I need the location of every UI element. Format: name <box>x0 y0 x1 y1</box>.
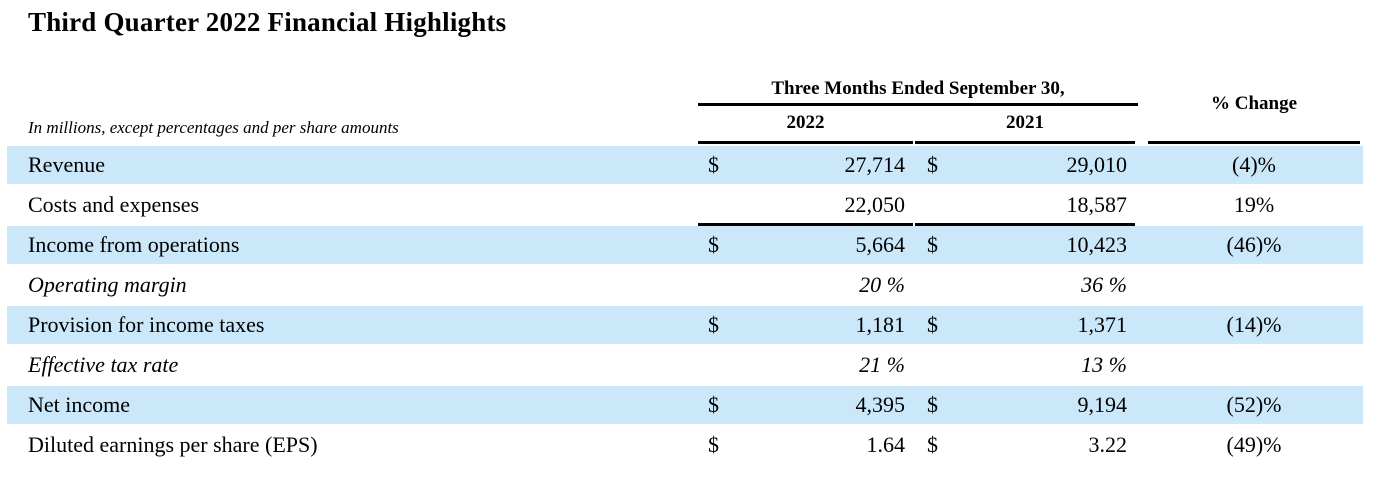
cell-2021: 13 % <box>915 346 1135 386</box>
value-2021: 36 % <box>1081 272 1127 297</box>
pct-change-value <box>1148 266 1360 306</box>
value-2022: 5,664 <box>855 232 906 257</box>
cell-2021: 18,587 <box>915 186 1135 226</box>
cell-2022: $ 5,664 <box>698 226 913 266</box>
pct-change-value: (14)% <box>1226 312 1282 337</box>
value-2021: 18,587 <box>1066 192 1128 217</box>
row-label: Net income <box>28 392 131 417</box>
row-label: Effective tax rate <box>28 352 179 377</box>
value-2021: 3.22 <box>1088 432 1128 457</box>
currency-symbol: $ <box>708 312 719 337</box>
cell-2021: $ 1,371 <box>915 306 1135 346</box>
cell-2022: $ 27,714 <box>698 146 913 186</box>
value-2022: 22,050 <box>844 192 906 217</box>
table-row-provision-for-income-taxes: Provision for income taxes $ 1,181 $ 1,3… <box>7 306 1363 346</box>
table-row-revenue: Revenue $ 27,714 $ 29,010 (4)% <box>7 146 1363 186</box>
table-row-costs-and-expenses: Costs and expenses 22,050 18,587 19% <box>7 186 1363 226</box>
currency-symbol: $ <box>708 392 719 417</box>
row-label: Costs and expenses <box>28 192 200 217</box>
cell-2022: $ 1,181 <box>698 306 913 346</box>
cell-2022: $ 1.64 <box>698 426 913 466</box>
value-2021: 13 % <box>1081 352 1127 377</box>
cell-2022: 20 % <box>698 266 913 306</box>
row-label: Provision for income taxes <box>28 312 265 337</box>
col-2021-underline <box>915 141 1135 144</box>
col-2022-underline <box>698 141 913 144</box>
value-2022: 1.64 <box>866 432 906 457</box>
table-row-income-from-operations: Income from operations $ 5,664 $ 10,423 … <box>7 226 1363 266</box>
pct-change-value: (49)% <box>1226 432 1282 457</box>
table-row-operating-margin: Operating margin 20 % 36 % <box>7 266 1363 306</box>
row-label: Income from operations <box>28 232 240 257</box>
period-underline <box>698 103 1138 106</box>
cell-2021: $ 3.22 <box>915 426 1135 466</box>
value-2022: 21 % <box>859 352 905 377</box>
cell-2021: $ 29,010 <box>915 146 1135 186</box>
cell-2021: $ 9,194 <box>915 386 1135 426</box>
currency-symbol: $ <box>927 392 938 417</box>
value-2022: 1,181 <box>855 312 906 337</box>
currency-symbol: $ <box>927 152 938 177</box>
units-footnote: In millions, except percentages and per … <box>28 118 399 137</box>
pct-change-value: (4)% <box>1232 152 1276 177</box>
row-label: Operating margin <box>28 272 187 297</box>
row-label: Revenue <box>28 152 105 177</box>
table-row-effective-tax-rate: Effective tax rate 21 % 13 % <box>7 346 1363 386</box>
value-2021: 29,010 <box>1066 152 1128 177</box>
currency-symbol: $ <box>708 152 719 177</box>
value-2022: 4,395 <box>855 392 906 417</box>
currency-symbol: $ <box>708 232 719 257</box>
table-row-diluted-eps: Diluted earnings per share (EPS) $ 1.64 … <box>7 426 1363 466</box>
pct-change-value: (46)% <box>1226 232 1282 257</box>
cell-2021: $ 10,423 <box>915 226 1135 266</box>
financial-table-body: Revenue $ 27,714 $ 29,010 (4)% Costs and… <box>7 146 1363 466</box>
currency-symbol: $ <box>927 232 938 257</box>
cell-2021: 36 % <box>915 266 1135 306</box>
value-2022: 27,714 <box>844 152 906 177</box>
column-header-2021: 2021 <box>1006 112 1044 133</box>
pct-change-value: (52)% <box>1226 392 1282 417</box>
value-2021: 1,371 <box>1077 312 1128 337</box>
value-2022: 20 % <box>859 272 905 297</box>
cell-2022: $ 4,395 <box>698 386 913 426</box>
col-pct-change-underline <box>1148 141 1360 144</box>
currency-symbol: $ <box>927 432 938 457</box>
pct-change-value: 19% <box>1233 192 1275 217</box>
table-row-net-income: Net income $ 4,395 $ 9,194 (52)% <box>7 386 1363 426</box>
column-header-pct-change: % Change <box>1210 93 1298 114</box>
cell-2022: 21 % <box>698 346 913 386</box>
column-header-2022: 2022 <box>786 112 825 133</box>
page-title: Third Quarter 2022 Financial Highlights <box>28 7 507 37</box>
pct-change-value <box>1148 346 1360 386</box>
row-label: Diluted earnings per share (EPS) <box>28 432 318 457</box>
currency-symbol: $ <box>927 312 938 337</box>
value-2021: 9,194 <box>1077 392 1128 417</box>
value-2021: 10,423 <box>1066 232 1128 257</box>
currency-symbol: $ <box>708 432 719 457</box>
cell-2022: 22,050 <box>698 186 913 226</box>
period-header: Three Months Ended September 30, <box>771 78 1065 99</box>
